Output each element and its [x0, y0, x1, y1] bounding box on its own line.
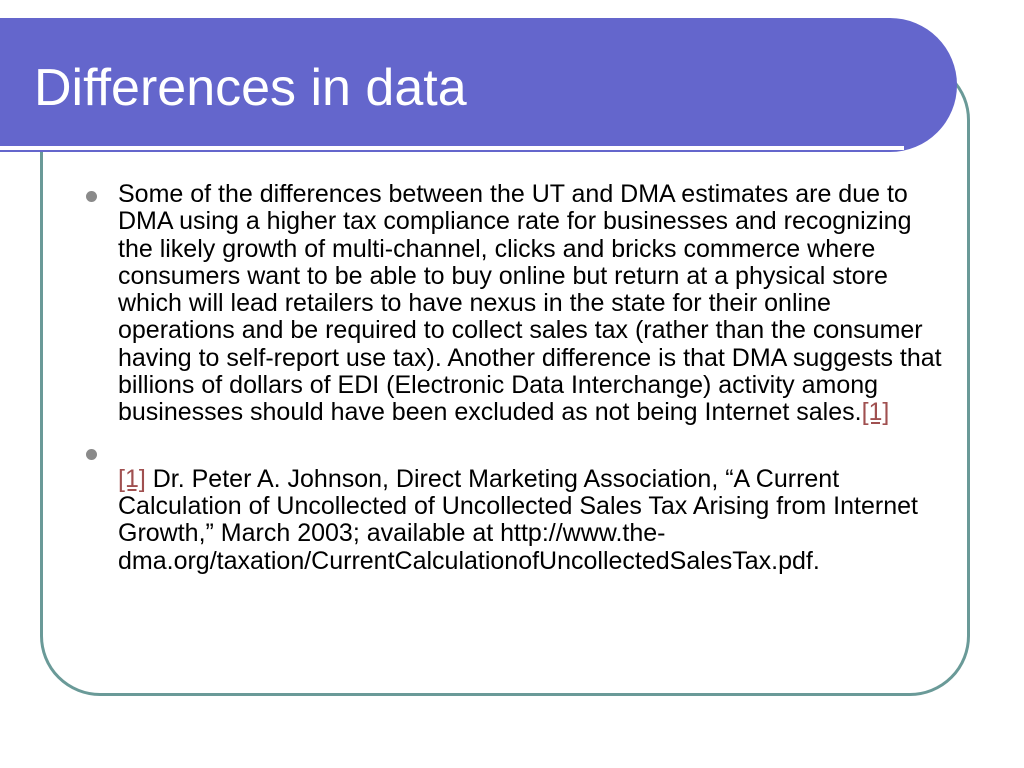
bullet-dot-icon	[86, 191, 97, 202]
footnote-citation-text: Dr. Peter A. Johnson, Direct Marketing A…	[118, 464, 918, 575]
title-underline	[0, 146, 904, 150]
bullet-item-1: Some of the differences between the UT a…	[86, 180, 946, 427]
title-banner: Differences in data	[0, 18, 957, 152]
bullet-2-blank-line	[118, 439, 946, 466]
content-frame	[40, 60, 970, 696]
slide-title: Differences in data	[34, 59, 467, 117]
bullet-list: Some of the differences between the UT a…	[86, 180, 946, 575]
bullet-item-2: [1] Dr. Peter A. Johnson, Direct Marketi…	[86, 439, 946, 575]
footnote-ref-link[interactable]: [1]	[861, 398, 890, 427]
bullet-1-text: Some of the differences between the UT a…	[118, 180, 942, 427]
bullet-dot-icon	[86, 448, 97, 460]
footnote-anchor-link[interactable]: [1]	[118, 464, 146, 493]
